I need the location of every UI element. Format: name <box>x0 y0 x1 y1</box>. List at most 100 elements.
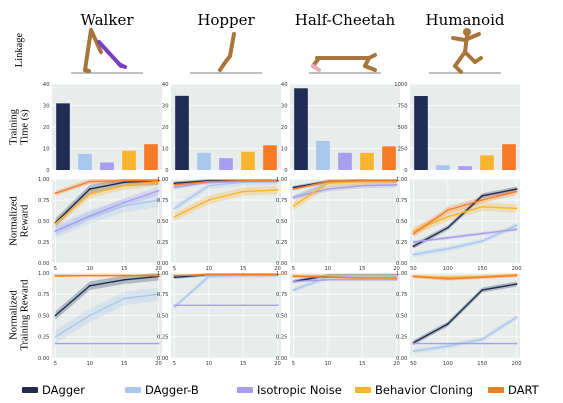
y-tick-label: 0.25 <box>396 240 408 246</box>
x-tick-label: 50 <box>410 266 417 272</box>
point-dagger-b <box>88 314 91 317</box>
chart-normalized-training-reward-walker: 0.00 0.25 0.50 0.75 1.00 5 10 15 20 <box>38 271 162 367</box>
x-tick-label: 10 <box>206 361 213 367</box>
x-tick-label: 5 <box>54 361 57 367</box>
row-label-line: Normalized <box>9 195 20 245</box>
y-tick-label: 1000 <box>394 82 407 88</box>
point-dagger <box>54 314 57 317</box>
legend-swatch <box>488 387 504 393</box>
x-tick-label: 15 <box>359 361 366 367</box>
point-dagger-b <box>157 199 160 201</box>
y-tick-label: 30 <box>281 103 288 109</box>
linkage-hopper <box>190 32 262 74</box>
bar-isotropic-noise <box>338 152 352 170</box>
y-tick-label: 1.00 <box>157 177 169 183</box>
y-tick-label: 10 <box>43 146 50 152</box>
point-dart <box>242 179 245 182</box>
point-dart <box>412 275 415 278</box>
point-dagger-b <box>207 275 210 278</box>
series-line-isotropic-noise <box>55 190 159 232</box>
bar-behavior-cloning <box>122 150 136 170</box>
series-line-dart <box>413 274 517 280</box>
point-isotropic-noise <box>326 188 329 190</box>
series-line-behavior-cloning <box>293 180 397 207</box>
point-dart <box>88 180 91 183</box>
point-behavior-cloning <box>276 189 279 191</box>
linkage-limb <box>228 32 236 58</box>
point-isotropic-noise <box>446 342 449 345</box>
point-dagger <box>173 276 176 279</box>
point-dart <box>292 188 295 190</box>
y-tick-label: 20 <box>43 125 50 131</box>
point-behavior-cloning <box>242 190 245 193</box>
linkage-walker <box>71 28 143 74</box>
x-tick-label: 15 <box>121 361 128 367</box>
x-tick-label: 5 <box>292 361 295 367</box>
bar-dagger-b <box>197 152 211 170</box>
band-isotropic-noise <box>293 182 397 200</box>
point-behavior-cloning <box>173 215 176 218</box>
point-dagger <box>446 323 449 325</box>
point-isotropic-noise <box>515 228 518 231</box>
y-tick-label: 1.00 <box>276 271 288 277</box>
x-tick-label: 15 <box>240 266 247 272</box>
point-dart <box>242 273 245 276</box>
point-dart <box>515 274 518 277</box>
y-tick-label: 0.50 <box>157 313 169 319</box>
y-tick-label: 250 <box>398 146 408 152</box>
chart-training-time-s-half-cheetah: 0 10 20 30 40 <box>281 82 400 174</box>
bar-dagger-b <box>436 165 450 170</box>
point-isotropic-noise <box>207 304 210 307</box>
chart-training-time-s-hopper: 0 10 20 30 40 <box>162 82 281 174</box>
series-line-dart <box>174 274 278 277</box>
point-dart <box>326 276 329 279</box>
row-label-line: Training Reward <box>20 279 31 351</box>
series-line-dagger <box>54 275 159 317</box>
series-line-isotropic-noise <box>293 279 397 283</box>
legend-swatch <box>22 387 38 393</box>
point-behavior-cloning <box>54 222 57 225</box>
legend-item-dart: DART <box>488 383 540 397</box>
y-tick-label: 0.25 <box>157 240 169 246</box>
y-tick-label: 0.75 <box>157 198 169 204</box>
y-tick-label: 0.75 <box>157 292 169 298</box>
bar-isotropic-noise <box>458 166 472 170</box>
linkage-half-cheetah <box>309 53 381 74</box>
point-isotropic-noise <box>54 230 57 232</box>
row-label-line: Normalized <box>9 289 20 339</box>
point-dagger <box>446 226 449 229</box>
point-isotropic-noise <box>292 280 295 283</box>
linkage-limb <box>453 64 463 74</box>
series-line-behavior-cloning <box>174 189 278 218</box>
bar-dart <box>502 144 516 170</box>
point-dart <box>173 274 176 277</box>
point-dagger <box>173 182 176 185</box>
row-label-1: Training Time (s) <box>9 108 31 145</box>
y-tick-label: 0.25 <box>396 335 408 341</box>
y-tick-label: 0.00 <box>157 261 169 267</box>
point-dagger-b <box>157 293 160 296</box>
x-tick-label: 5 <box>173 361 176 367</box>
linkage-limb <box>83 28 93 72</box>
point-dagger <box>88 284 91 287</box>
point-isotropic-noise <box>446 236 449 239</box>
y-tick-label: 0 <box>404 168 407 174</box>
point-dagger-b <box>173 207 176 210</box>
point-dagger-b <box>123 297 126 300</box>
y-tick-label: 20 <box>281 125 288 131</box>
env-title-hopper: Hopper <box>197 11 255 29</box>
bar-isotropic-noise <box>219 158 233 170</box>
x-tick-label: 5 <box>54 266 57 272</box>
y-tick-label: 0.00 <box>276 261 288 267</box>
point-dart <box>207 273 210 276</box>
linkage-limb <box>453 50 467 68</box>
bar-dagger <box>175 95 189 170</box>
point-isotropic-noise <box>515 342 518 345</box>
point-isotropic-noise <box>412 342 415 345</box>
point-behavior-cloning <box>207 199 210 201</box>
point-dart <box>157 274 160 277</box>
point-dagger <box>481 194 484 197</box>
point-isotropic-noise <box>292 196 295 199</box>
bar-dart <box>144 144 158 170</box>
y-tick-label: 750 <box>398 103 408 109</box>
